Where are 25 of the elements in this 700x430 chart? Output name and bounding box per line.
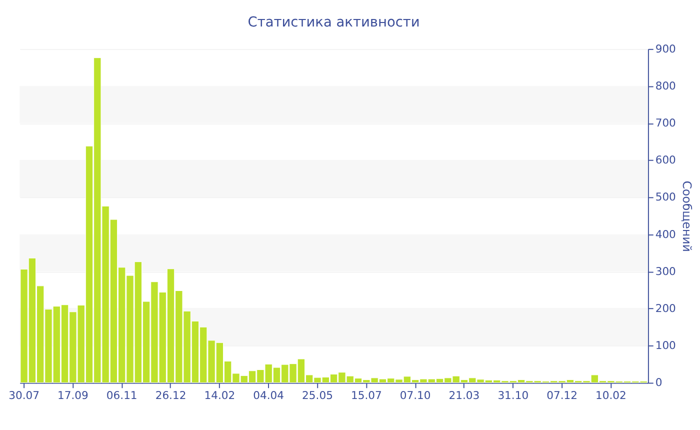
x-tick-label: 07.12 [546,388,578,402]
y-tick-label: 900 [655,42,676,56]
x-tick-label: 26.12 [155,388,186,402]
y-tick-label: 400 [655,228,676,241]
x-tick-label: 10.02 [596,388,626,402]
x-tick-label: 07.10 [400,388,431,402]
y-tick-label: 300 [655,264,676,278]
y-axis-title: Сообщений [680,180,694,252]
x-tick-label: 25.05 [302,388,333,402]
y-tick-label: 0 [655,376,662,390]
x-tick-label: 31.10 [498,388,529,402]
y-tick-label: 700 [655,116,676,130]
y-tick-label: 500 [655,190,676,204]
y-tick-label: 600 [655,154,676,167]
chart-title: Статистика активности [248,14,420,30]
x-tick-label: 21.03 [448,388,480,402]
x-tick-label: 06.11 [106,388,138,402]
y-tick-label: 200 [655,302,676,315]
y-tick-label: 100 [655,339,676,352]
x-tick-label: 14.02 [204,388,236,402]
x-tick-label: 04.04 [253,388,284,402]
x-tick-label: 17.09 [58,388,89,402]
x-tick-label: 30.07 [8,388,40,402]
x-tick-label: 15.07 [350,388,382,402]
y-tick-label: 800 [655,79,676,92]
